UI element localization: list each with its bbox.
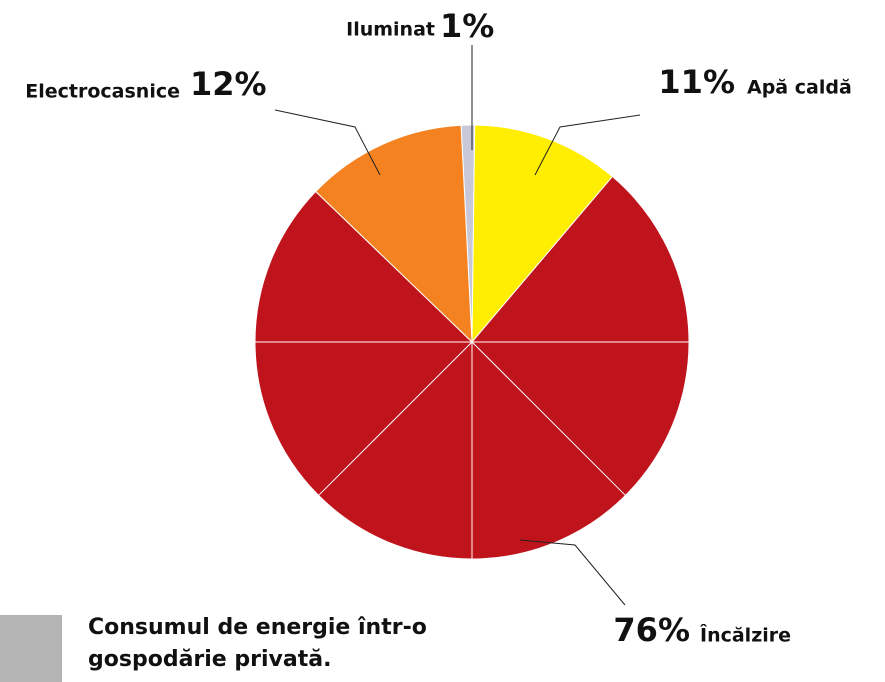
slice-divider: [318, 341, 473, 496]
slice-divider: [471, 341, 626, 496]
leader-line: [534, 114, 641, 176]
leader-line: [519, 539, 626, 606]
slice-value-label: 1%: [440, 7, 494, 45]
pie-slice: [471, 124, 614, 344]
pie-slice: [314, 124, 473, 344]
slice-name: Apă caldă: [747, 77, 852, 99]
slice-value-label: 11%: [658, 63, 735, 101]
caption: Consumul de energie într-o gospodărie pr…: [88, 615, 427, 672]
slice-name: Iluminat: [346, 19, 435, 41]
leader-line: [274, 109, 381, 176]
slice-name: Încălzire: [700, 624, 791, 647]
slice-value-label: 76%: [613, 611, 690, 649]
slice-value-label: 12%: [190, 65, 267, 103]
legend-swatch: [0, 615, 62, 682]
slice-name: Electrocasnice: [25, 81, 180, 103]
